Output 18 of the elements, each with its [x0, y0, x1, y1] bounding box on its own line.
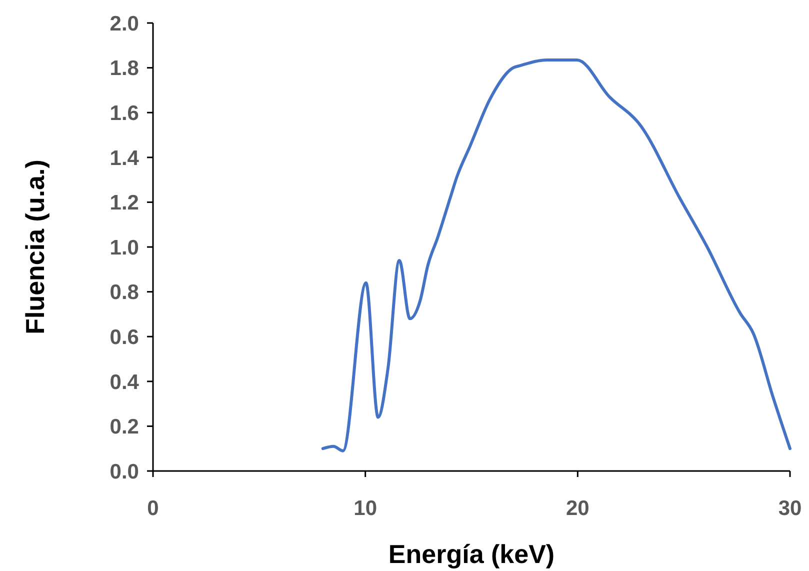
y-tick-label: 1.4: [110, 146, 140, 170]
y-axis-title: Fluencia (u.a.): [20, 160, 50, 334]
y-tick-label: 0.6: [110, 326, 139, 349]
y-tick-label: 1.2: [110, 192, 139, 215]
y-tick-label: 1.8: [110, 57, 140, 80]
y-tick-label: 0.8: [110, 281, 140, 304]
y-tick-label: 1.6: [110, 102, 139, 125]
y-tick-label: 0.0: [110, 460, 139, 484]
y-tick-label: 0.4: [110, 370, 140, 394]
y-tick-label: 0.2: [110, 416, 139, 439]
x-axis-title: Energía (keV): [388, 539, 555, 569]
y-tick-label: 1.0: [110, 236, 139, 260]
line-series: [321, 58, 792, 452]
x-tick-label: 0: [147, 497, 159, 520]
y-tick-label: 2.0: [110, 12, 139, 36]
x-tick-label: 20: [566, 497, 590, 520]
x-tick-label: 10: [354, 497, 378, 520]
x-tick-label: 30: [778, 497, 802, 520]
